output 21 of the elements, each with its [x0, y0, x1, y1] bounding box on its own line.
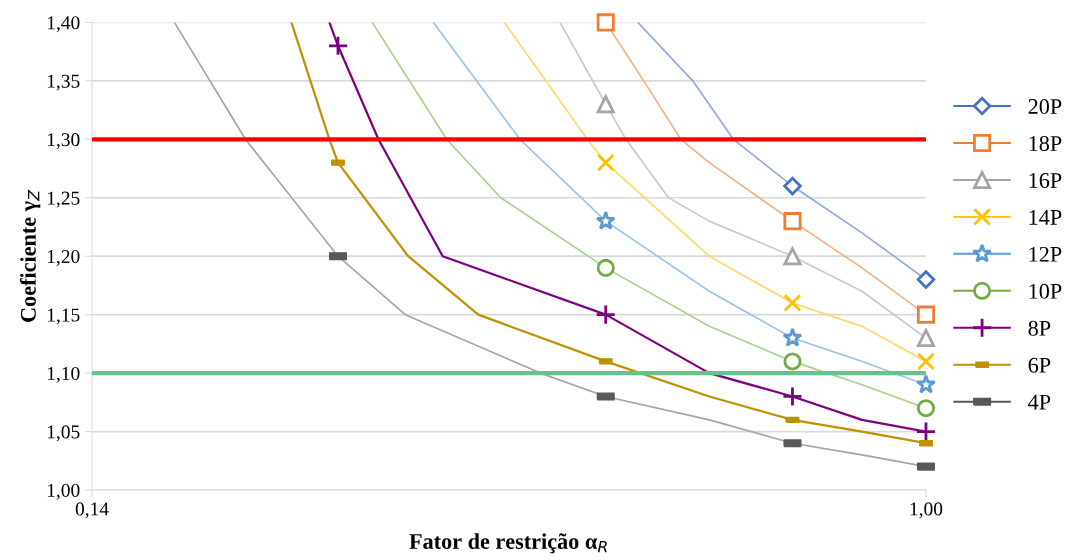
y-tick-label: 1,00 [47, 483, 80, 500]
y-tick-label: 1,15 [47, 308, 80, 325]
x-tick-label: 0,14 [75, 502, 109, 519]
x-axis-title: Fator de restrição α$_{R}$ [409, 533, 607, 554]
legend-label: 12P [1029, 246, 1062, 262]
y-tick-label: 1,10 [47, 366, 80, 383]
legend-label: 6P [1028, 357, 1051, 373]
y-tick-label: 1,40 [47, 16, 80, 33]
y-tick-label: 1,05 [47, 425, 80, 442]
legend-label: 14P [1029, 209, 1062, 225]
y-tick-label: 1,25 [47, 191, 80, 208]
y-tick-label: 1,20 [47, 250, 80, 266]
legend-label: 18P [1029, 135, 1062, 151]
legend-label: 16P [1029, 172, 1062, 188]
legend-label: 8P [1028, 320, 1051, 336]
y-axis-title: Coeficiente γ$_{Z}$ [20, 189, 41, 322]
y-tick-label: 1,35 [47, 74, 80, 91]
legend-label: 4P [1028, 394, 1051, 410]
legend-label: 10P [1029, 283, 1062, 299]
legend-label: 20P [1028, 99, 1062, 115]
y-tick-label: 1,30 [47, 133, 80, 150]
